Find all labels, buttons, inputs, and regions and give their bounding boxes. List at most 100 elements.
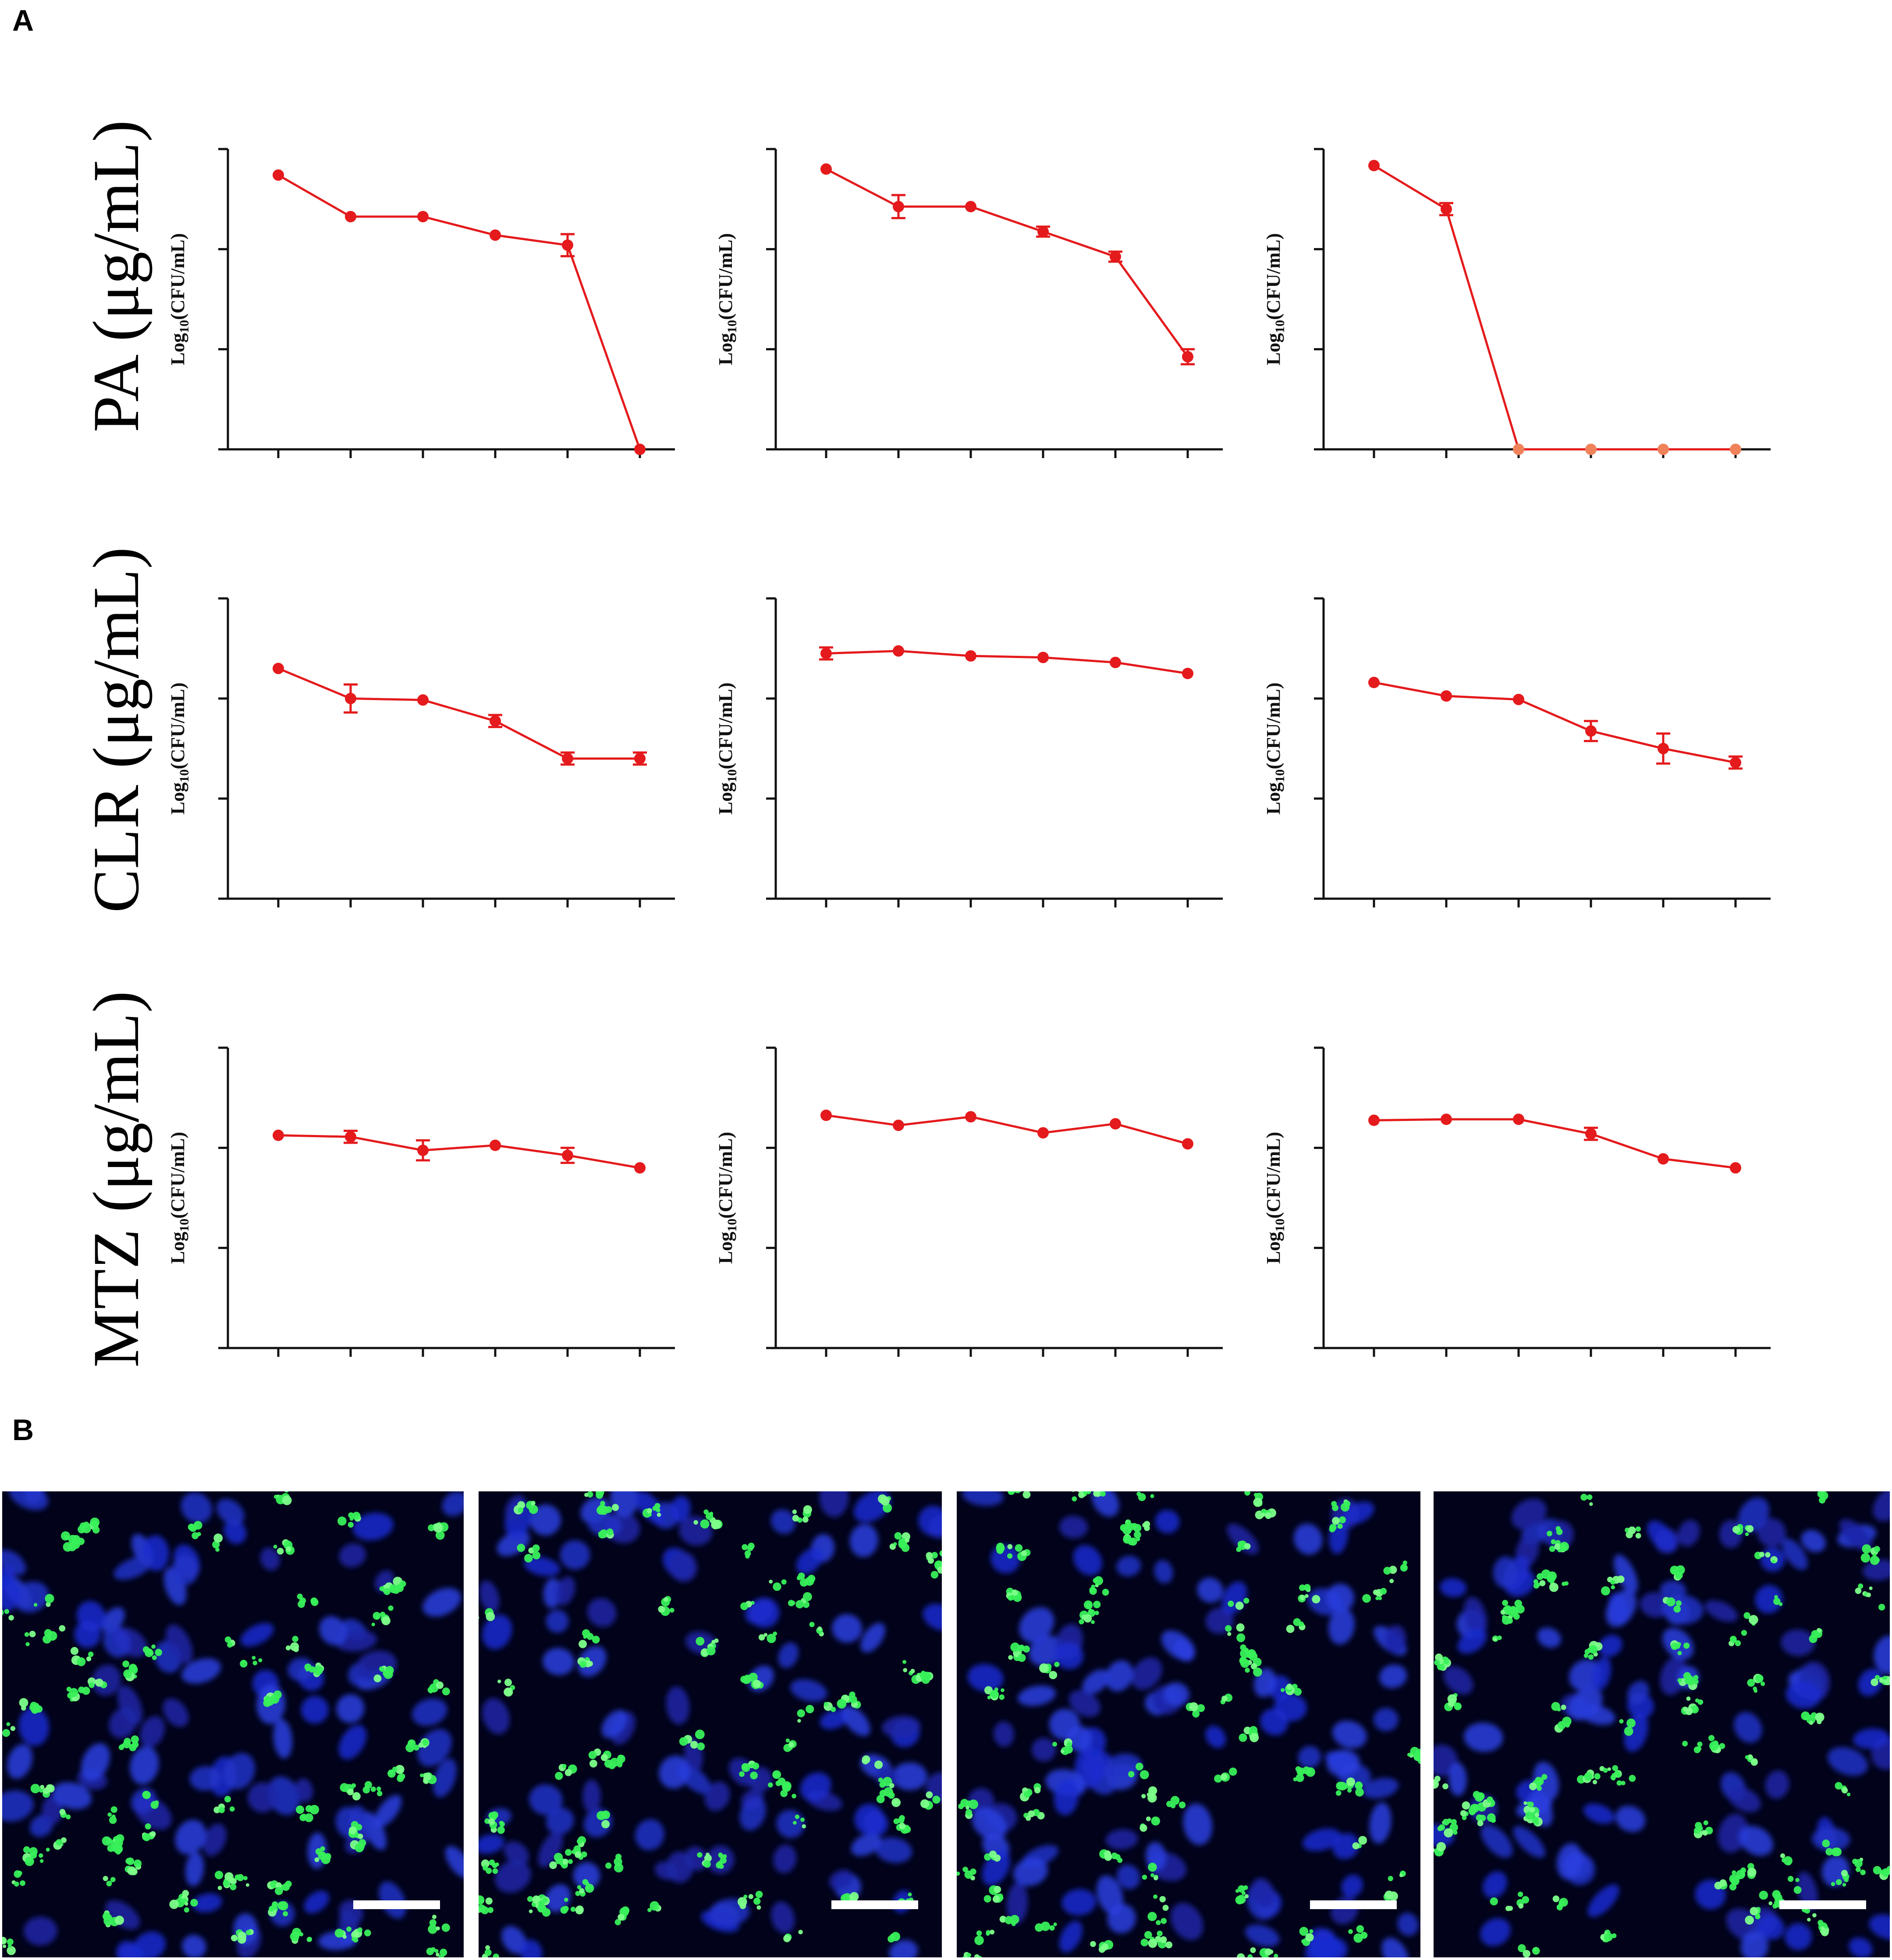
bacteria-cluster: [1243, 1885, 1248, 1890]
nucleus: [1440, 1578, 1467, 1597]
bacteria-cluster: [1809, 1721, 1814, 1725]
bacteria-cluster: [1023, 1791, 1031, 1798]
bacteria-cluster: [1227, 1632, 1232, 1636]
bacteria-cluster: [596, 1491, 599, 1492]
bacteria-cluster: [8, 1615, 14, 1621]
nucleus: [185, 1852, 204, 1886]
bacteria-cluster: [752, 1762, 760, 1770]
bacteria-cluster: [1697, 1826, 1703, 1831]
bacteria-cluster: [1729, 1636, 1737, 1643]
bacteria-cluster: [1261, 1512, 1265, 1517]
bacteria-cluster: [697, 1742, 705, 1750]
micrograph-2: [479, 1491, 942, 1957]
bacteria-cluster: [184, 1902, 188, 1906]
micrograph-content: [2, 1491, 464, 1957]
bacteria-cluster: [422, 1739, 429, 1746]
bacteria-cluster: [145, 1823, 151, 1830]
bacteria-cluster: [568, 1859, 573, 1864]
bacteria-cluster: [1348, 1929, 1353, 1934]
bacteria-cluster: [1299, 1927, 1309, 1936]
bacteria-cluster: [587, 1491, 593, 1498]
nucleus: [189, 1766, 221, 1791]
nucleus: [1734, 1712, 1762, 1743]
nucleus: [1082, 1669, 1110, 1694]
bacteria-cluster: [1451, 1819, 1457, 1825]
bacteria-cluster: [996, 1547, 1004, 1554]
bacteria-cluster: [1835, 1782, 1842, 1790]
bacteria-cluster: [894, 1532, 902, 1540]
nucleus: [601, 1710, 628, 1738]
bacteria-cluster: [1702, 1830, 1708, 1836]
bacteria-cluster: [706, 1646, 716, 1656]
bacteria-cluster: [488, 1812, 496, 1820]
bacteria-cluster: [440, 1949, 447, 1956]
bacteria-cluster: [486, 1612, 495, 1621]
bacteria-cluster: [285, 1880, 292, 1888]
bacteria-cluster: [1373, 1589, 1379, 1595]
bacteria-cluster: [223, 1880, 230, 1887]
data-point: [490, 229, 501, 241]
panel-b-label: B: [12, 1413, 34, 1447]
bacteria-cluster: [1629, 1775, 1636, 1782]
bacteria-cluster: [1434, 1775, 1441, 1782]
y-axis-label-part: Log: [715, 333, 736, 365]
bacteria-cluster: [46, 1784, 55, 1793]
bacteria-cluster: [1094, 1576, 1103, 1586]
nucleus: [1511, 1498, 1547, 1530]
nucleus: [267, 1776, 300, 1815]
row-label-clr: CLR (μg/mL): [80, 547, 153, 913]
nucleus: [1327, 1750, 1360, 1777]
data-point: [345, 211, 356, 223]
bacteria-cluster: [1274, 1953, 1278, 1957]
bacteria-cluster: [436, 1926, 440, 1931]
bacteria-cluster: [960, 1799, 969, 1807]
bacteria-cluster: [1821, 1926, 1825, 1931]
bacteria-cluster: [1765, 1552, 1771, 1558]
bacteria-cluster: [290, 1932, 300, 1941]
nucleus: [918, 1505, 942, 1537]
bacteria-cluster: [1842, 1787, 1848, 1794]
bacteria-cluster: [1303, 1584, 1311, 1591]
nucleus: [139, 1716, 165, 1747]
bacteria-cluster: [926, 1791, 933, 1799]
bacteria-cluster: [2, 1609, 4, 1616]
bacteria-cluster: [1028, 1810, 1035, 1818]
bacteria-cluster: [492, 1868, 498, 1874]
bacteria-cluster: [739, 1903, 746, 1909]
bacteria-cluster: [152, 1655, 157, 1660]
bacteria-cluster: [1556, 1904, 1563, 1910]
bacteria-cluster: [1615, 1770, 1620, 1776]
bacteria-cluster: [273, 1544, 277, 1549]
bacteria-cluster: [1872, 1553, 1877, 1557]
bacteria-cluster: [1244, 1894, 1249, 1899]
series-line: [1374, 1118, 1736, 1169]
y-axis-label-subscript: 10: [725, 1219, 739, 1232]
nucleus: [181, 1492, 212, 1523]
bacteria-cluster: [1815, 1712, 1825, 1722]
bacteria-cluster: [564, 1897, 568, 1902]
bacteria-cluster: [1811, 1630, 1819, 1638]
bacteria-cluster: [718, 1853, 724, 1858]
y-axis-label-subscript: 10: [725, 769, 739, 783]
bacteria-cluster: [60, 1837, 67, 1843]
bacteria-cluster: [679, 1737, 688, 1746]
bacteria-cluster: [114, 1915, 124, 1925]
bacteria-cluster: [889, 1783, 895, 1789]
bacteria-cluster: [648, 1513, 652, 1517]
bacteria-cluster: [82, 1686, 90, 1695]
nucleus: [9, 1491, 49, 1510]
bacteria-cluster: [20, 1880, 25, 1886]
nucleus: [1369, 1802, 1391, 1844]
nucleus: [7, 1744, 33, 1779]
nucleus: [1598, 1635, 1622, 1657]
bacteria-cluster: [1473, 1791, 1480, 1799]
bacteria-cluster: [753, 1679, 761, 1688]
data-point: [562, 239, 573, 251]
bacteria-cluster: [1729, 1883, 1737, 1891]
bacteria-cluster: [1517, 1891, 1523, 1897]
bacteria-cluster: [1142, 1522, 1147, 1528]
bacteria-cluster: [579, 1640, 587, 1648]
nucleus: [529, 1784, 563, 1815]
bacteria-cluster: [1619, 1719, 1624, 1724]
